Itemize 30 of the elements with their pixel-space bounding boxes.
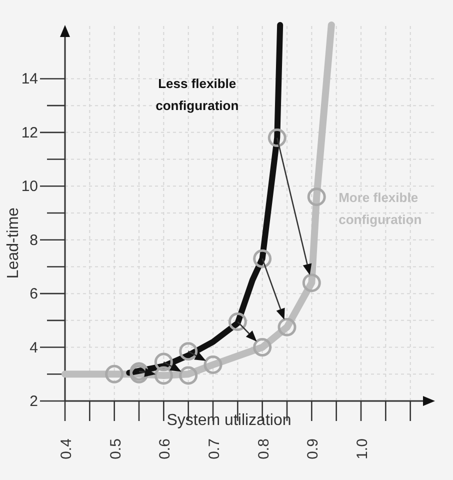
x-tick-label: 0.9: [304, 438, 322, 460]
x-tick-label: 0.5: [107, 438, 124, 460]
point: [268, 128, 286, 148]
point: [154, 366, 173, 385]
y-tick-label: 8: [30, 232, 38, 249]
y-axis-title: Lead-time: [5, 207, 22, 279]
y-tick-label: 4: [30, 339, 38, 356]
x-axis-title: System utilization: [166, 412, 292, 429]
y-tick-label: 10: [21, 178, 38, 196]
point: [302, 274, 321, 292]
point: [154, 352, 173, 372]
point: [253, 249, 272, 268]
text: Less flexible configuration: [156, 76, 239, 113]
x-tick-label: 1.0: [354, 438, 371, 460]
point: [307, 188, 326, 206]
y-tick-label: 2: [30, 393, 38, 410]
point: [179, 342, 198, 361]
y-tick-label: 6: [30, 286, 38, 303]
point: [228, 312, 247, 332]
x-tick-label: 0.7: [206, 438, 223, 460]
point: [278, 318, 296, 336]
y-tick-label: 12: [21, 124, 38, 142]
x-tick-label: 0.8: [255, 438, 272, 460]
x-tick-label: 0.6: [156, 438, 174, 460]
point: [105, 364, 124, 384]
y-tick-label: 14: [21, 70, 38, 88]
point: [204, 355, 222, 374]
point: [179, 366, 198, 385]
point: [253, 338, 272, 357]
x-tick-label: 0.4: [58, 438, 75, 460]
